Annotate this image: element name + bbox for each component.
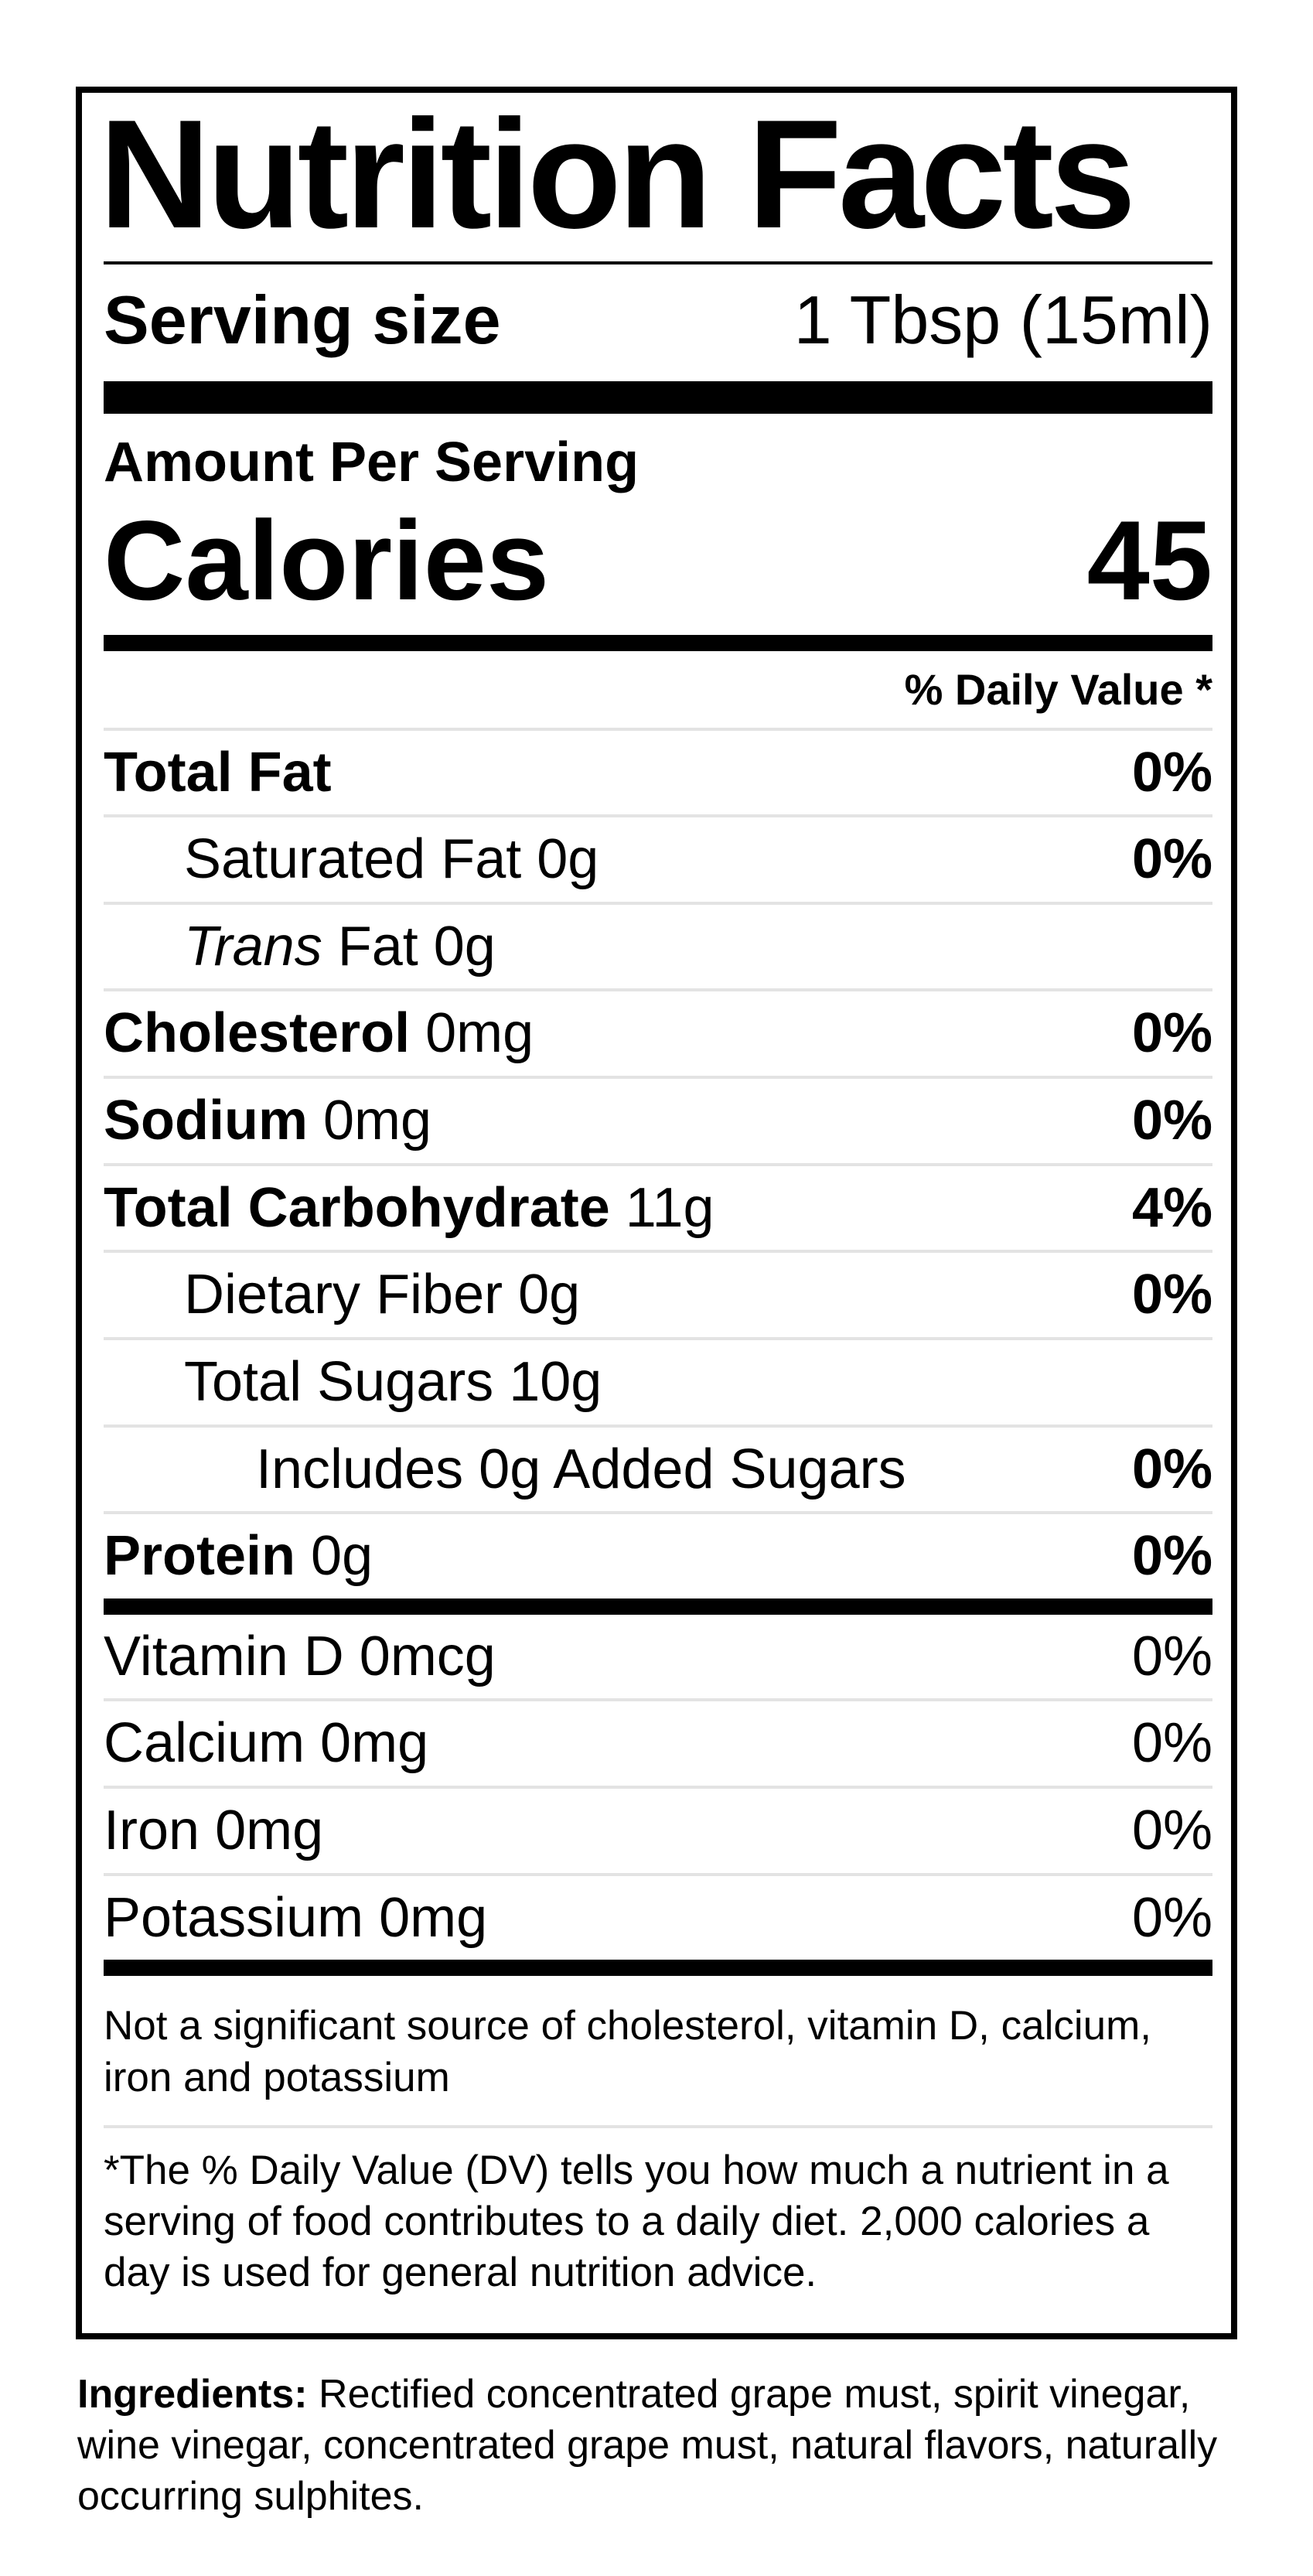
nutrient-name: Potassium 0mg <box>104 1886 488 1949</box>
nutrient-dv: 0% <box>1131 828 1212 891</box>
nutrient-dv: 0% <box>1131 1886 1212 1949</box>
not-significant-note: Not a significant source of cholesterol,… <box>104 2003 1151 2100</box>
nutrient-name: Dietary Fiber 0g <box>184 1264 581 1326</box>
nutrient-row-saturated-fat: Saturated Fat 0g 0% <box>104 814 1212 902</box>
nutrient-row-total-carbohydrate: Total Carbohydrate 11g 4% <box>104 1162 1212 1250</box>
medium-separator-bar <box>104 1960 1212 1977</box>
nutrient-name: Sodium 0mg <box>104 1090 432 1152</box>
daily-value-footnote: *The % Daily Value (DV) tells you how mu… <box>104 2147 1169 2296</box>
ingredients-text: Rectified concentrated grape must, spiri… <box>77 2372 1218 2520</box>
title-rule <box>104 261 1212 264</box>
nutrition-facts-label: Nutrition Facts Serving size 1 Tbsp (15m… <box>76 87 1237 2339</box>
nutrient-row-added-sugars: Includes 0g Added Sugars 0% <box>104 1424 1212 1512</box>
nutrient-dv: 0% <box>1131 1525 1212 1588</box>
nutrient-row-total-sugars: Total Sugars 10g <box>104 1336 1212 1424</box>
nutrient-name: Cholesterol 0mg <box>104 1002 534 1065</box>
thick-separator-bar <box>104 381 1212 415</box>
nutrient-name: Total Fat <box>104 741 332 804</box>
nutrient-row-sodium: Sodium 0mg 0% <box>104 1076 1212 1163</box>
nutrient-row-protein: Protein 0g 0% <box>104 1511 1212 1598</box>
nutrient-dv: 0% <box>1131 741 1212 804</box>
nutrient-row-vitamin-d: Vitamin D 0mcg 0% <box>104 1615 1212 1699</box>
nutrient-row-dietary-fiber: Dietary Fiber 0g 0% <box>104 1250 1212 1337</box>
label-title: Nutrition Facts <box>99 88 1136 261</box>
nutrient-row-iron: Iron 0mg 0% <box>104 1786 1212 1873</box>
footnote-divider <box>104 2124 1212 2128</box>
medium-separator-bar <box>104 635 1212 652</box>
nutrient-dv: 0% <box>1131 1712 1212 1775</box>
calories-row: Calories 45 <box>104 496 1212 623</box>
nutrient-row-total-fat: Total Fat 0% <box>104 727 1212 815</box>
daily-value-header: % Daily Value * <box>904 665 1212 715</box>
nutrient-row-calcium: Calcium 0mg 0% <box>104 1698 1212 1786</box>
nutrient-dv: 0% <box>1131 1625 1212 1687</box>
micronutrient-rows: Vitamin D 0mcg 0% Calcium 0mg 0% Iron 0m… <box>104 1615 1212 1960</box>
nutrient-rows: Total Fat 0% Saturated Fat 0g 0% Trans F… <box>104 727 1212 1598</box>
nutrient-dv: 0% <box>1131 1090 1212 1152</box>
nutrient-name: Total Sugars 10g <box>184 1350 602 1413</box>
nutrient-name: Saturated Fat 0g <box>184 828 599 891</box>
nutrient-name: Trans Fat 0g <box>184 915 496 978</box>
nutrient-row-trans-fat: Trans Fat 0g <box>104 901 1212 989</box>
ingredients-paragraph: Ingredients: Rectified concentrated grap… <box>77 2369 1233 2522</box>
nutrient-dv: 4% <box>1131 1176 1212 1239</box>
calories-value: 45 <box>1086 496 1212 623</box>
nutrient-dv: 0% <box>1131 1002 1212 1065</box>
nutrient-dv: 0% <box>1131 1264 1212 1326</box>
nutrient-name: Iron 0mg <box>104 1800 324 1862</box>
serving-size-row: Serving size 1 Tbsp (15ml) <box>104 283 1212 357</box>
nutrient-name: Vitamin D 0mcg <box>104 1625 496 1687</box>
serving-size-label: Serving size <box>104 281 501 358</box>
nutrient-row-potassium: Potassium 0mg 0% <box>104 1872 1212 1960</box>
nutrient-name: Includes 0g Added Sugars <box>256 1438 906 1500</box>
nutrient-name: Protein 0g <box>104 1525 373 1588</box>
nutrient-row-cholesterol: Cholesterol 0mg 0% <box>104 988 1212 1076</box>
medium-separator-bar <box>104 1598 1212 1615</box>
nutrient-name: Total Carbohydrate 11g <box>104 1176 714 1239</box>
serving-size-value: 1 Tbsp (15ml) <box>793 281 1212 358</box>
nutrient-dv: 0% <box>1131 1800 1212 1862</box>
nutrient-name: Calcium 0mg <box>104 1712 429 1775</box>
ingredients-label: Ingredients: <box>77 2372 308 2417</box>
amount-per-serving-label: Amount Per Serving <box>104 432 639 494</box>
nutrient-dv: 0% <box>1131 1438 1212 1500</box>
calories-label: Calories <box>104 496 550 623</box>
